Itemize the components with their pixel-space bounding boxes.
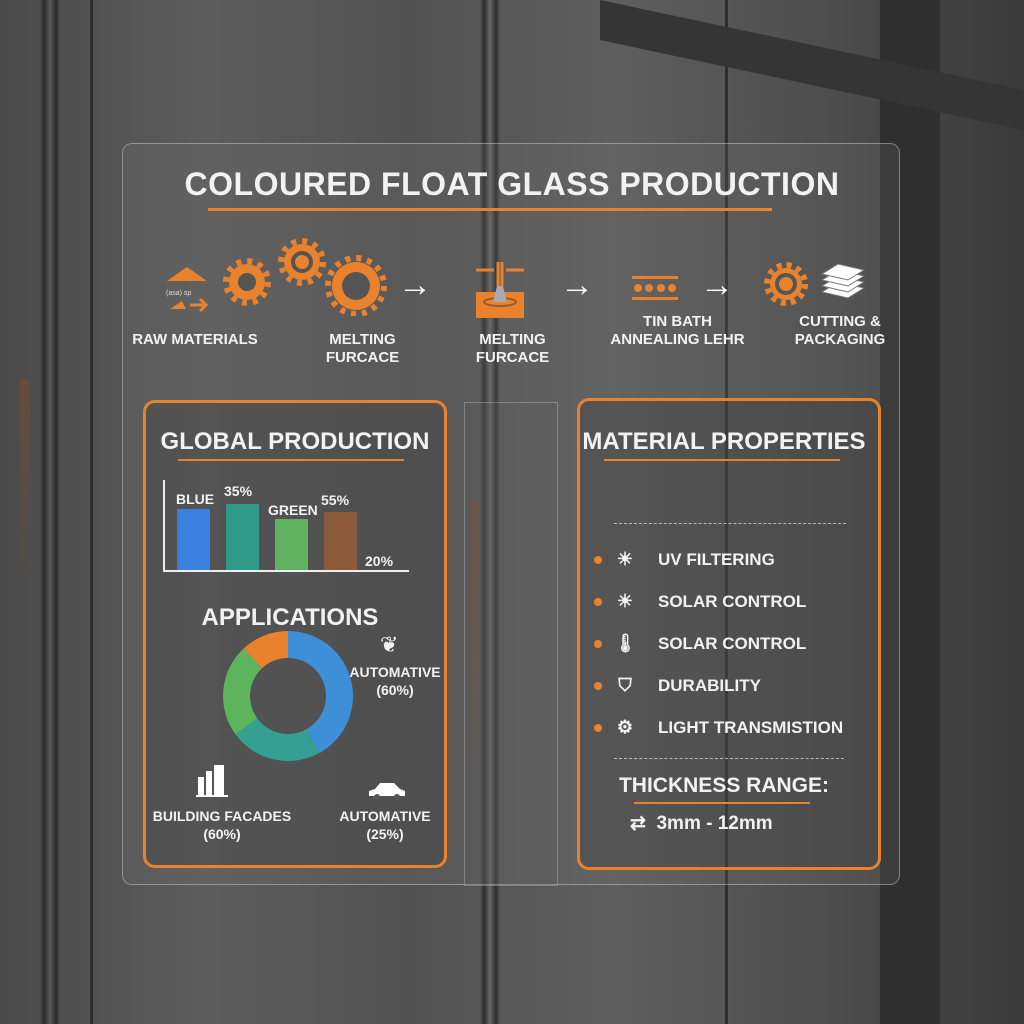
sun-icon: ☀ <box>616 591 634 611</box>
car-icon <box>367 780 407 807</box>
bar <box>226 504 259 570</box>
bar <box>275 519 308 570</box>
bar-label: 55% <box>321 492 350 508</box>
property-item: ☀ SOLAR CONTROL <box>594 591 806 612</box>
bar <box>177 509 210 570</box>
property-item: ☀ UV FILTERING <box>594 549 775 570</box>
thickness-title: THICKNESS RANGE: <box>618 774 829 797</box>
bar-chart <box>163 480 409 572</box>
step-label: TIN BATH ANNEALING LEHR <box>610 313 745 348</box>
cutting-gear-icon <box>764 262 808 306</box>
svg-text:(asa) sp: (asa) sp <box>166 290 191 297</box>
legend-label: AUTOMATIVE (25%) <box>339 808 431 842</box>
molten-glass-icon <box>470 262 530 322</box>
arrow-right-icon: → <box>398 266 432 304</box>
property-item: 🌡 SOLAR CONTROL <box>594 633 806 654</box>
material-properties-title: MATERIAL PROPERTIES <box>582 428 866 455</box>
donut-chart <box>223 631 353 761</box>
page-title: COLOURED FLOAT GLASS PRODUCTION <box>184 166 840 202</box>
property-item: ⚙ LIGHT TRANSMISTION <box>594 717 843 738</box>
step-label: MELTING FURCACE <box>475 331 550 366</box>
step-label: RAW MATERIALS <box>132 331 258 348</box>
applications-title: APPLICATIONS <box>201 604 379 631</box>
gears-icon: ⚙ <box>616 717 634 737</box>
raw-materials-icon: (asa) sp <box>162 265 212 315</box>
donut-segment <box>223 648 262 735</box>
leaf-icon: ❦ <box>380 632 399 657</box>
thickness-value: 3mm - 12mm <box>656 813 773 834</box>
donut-segment <box>288 631 353 753</box>
rollers-icon <box>632 276 678 300</box>
arrow-right-icon: → <box>560 266 594 304</box>
bar-label: BLUE <box>176 491 215 507</box>
bar-label: 35% <box>224 483 253 499</box>
building-icon <box>196 763 228 802</box>
bar <box>324 512 357 570</box>
bar-label: 20% <box>365 553 394 569</box>
global-production-title: GLOBAL PRODUCTION <box>160 428 430 455</box>
sun-icon: ☀ <box>616 549 634 569</box>
legend-label: AUTOMATIVE (60%) <box>349 664 441 698</box>
glass-sheets-icon <box>818 262 866 302</box>
gears-icon <box>222 236 392 317</box>
legend-label: BUILDING FACADES (60%) <box>152 808 292 842</box>
bar-label: GREEN <box>268 502 318 518</box>
arrows-icon: ⇄ <box>630 813 646 834</box>
donut-segment <box>235 718 320 761</box>
step-label: CUTTING & PACKAGING <box>794 313 886 348</box>
property-item: ⛉ DURABILITY <box>594 675 761 696</box>
thermometer-icon: 🌡 <box>614 633 637 653</box>
step-label: MELTING FURCACE <box>325 331 400 366</box>
shield-icon: ⛉ <box>618 675 632 695</box>
arrow-right-icon: → <box>700 266 734 304</box>
donut-segment <box>243 631 288 669</box>
material-properties-panel <box>577 398 881 870</box>
